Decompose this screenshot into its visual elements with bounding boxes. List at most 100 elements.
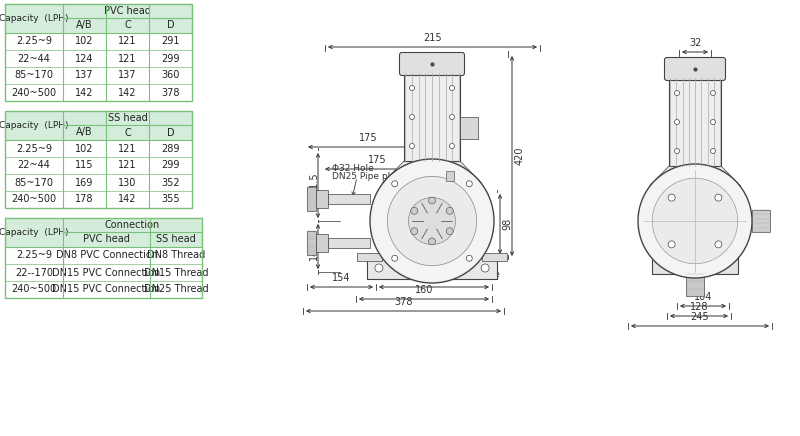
Bar — [5, 4, 192, 101]
Bar — [63, 218, 202, 232]
Bar — [316, 234, 328, 252]
Text: PVC head: PVC head — [83, 235, 130, 245]
Text: 142: 142 — [118, 194, 137, 204]
Text: SS head: SS head — [156, 235, 196, 245]
Text: 85~170: 85~170 — [14, 177, 54, 187]
Bar — [63, 232, 150, 247]
Bar — [5, 4, 192, 101]
Text: C: C — [124, 20, 131, 31]
Text: DN25 Pipe plug: DN25 Pipe plug — [332, 172, 402, 181]
Circle shape — [674, 149, 679, 153]
Text: PVC head: PVC head — [104, 6, 151, 16]
Bar — [357, 253, 382, 261]
Text: DN15 PVC Connection: DN15 PVC Connection — [52, 285, 161, 294]
Bar — [5, 111, 63, 140]
Text: Capacity  (LPH): Capacity (LPH) — [0, 121, 69, 130]
Text: 130: 130 — [118, 177, 137, 187]
Bar — [5, 218, 202, 298]
Text: SS head: SS head — [108, 113, 147, 123]
Bar — [446, 171, 454, 181]
Text: Φ32 Hole: Φ32 Hole — [332, 164, 374, 173]
Text: 128: 128 — [690, 302, 708, 312]
Text: 121: 121 — [118, 37, 137, 47]
Circle shape — [674, 91, 679, 95]
Text: 136: 136 — [425, 273, 443, 283]
Text: 102: 102 — [75, 143, 94, 153]
Circle shape — [392, 255, 398, 261]
Text: 352: 352 — [161, 177, 180, 187]
Bar — [404, 73, 460, 161]
Circle shape — [450, 115, 454, 119]
Text: 215: 215 — [423, 33, 442, 43]
Circle shape — [446, 228, 454, 235]
Bar — [328, 194, 370, 204]
Circle shape — [409, 198, 455, 245]
Text: 160: 160 — [415, 285, 433, 295]
Circle shape — [710, 91, 715, 95]
Bar — [752, 210, 770, 232]
Circle shape — [410, 228, 418, 235]
FancyBboxPatch shape — [665, 58, 726, 81]
Text: DN15 Thread: DN15 Thread — [144, 268, 208, 277]
Text: 142: 142 — [75, 88, 94, 98]
Bar — [5, 111, 192, 208]
Circle shape — [638, 164, 752, 278]
Bar — [106, 18, 149, 33]
Text: C: C — [124, 127, 131, 137]
Text: 22--170: 22--170 — [15, 268, 53, 277]
Text: 378: 378 — [394, 297, 413, 307]
Text: A/B: A/B — [76, 127, 93, 137]
Circle shape — [481, 264, 489, 272]
Circle shape — [410, 85, 414, 91]
Text: A/B: A/B — [76, 20, 93, 31]
Circle shape — [466, 181, 472, 187]
Bar — [150, 232, 202, 247]
Text: 142: 142 — [118, 88, 137, 98]
Text: 291: 291 — [162, 37, 180, 47]
Text: 240~500: 240~500 — [11, 285, 57, 294]
Bar — [63, 125, 106, 140]
Text: 378: 378 — [162, 88, 180, 98]
Text: 355: 355 — [161, 194, 180, 204]
Text: DN8 PVC Connection: DN8 PVC Connection — [55, 251, 158, 260]
Text: 178: 178 — [75, 194, 94, 204]
Text: 2.25~9: 2.25~9 — [16, 251, 52, 260]
Text: 115: 115 — [75, 160, 94, 170]
Bar — [106, 125, 149, 140]
Text: 85~170: 85~170 — [14, 71, 54, 81]
Circle shape — [410, 115, 414, 119]
Circle shape — [652, 178, 738, 264]
Text: DN8 Thread: DN8 Thread — [147, 251, 205, 260]
Text: 169: 169 — [75, 177, 94, 187]
Text: 22~44: 22~44 — [18, 54, 50, 64]
Text: 154: 154 — [332, 273, 350, 283]
Text: 137: 137 — [118, 71, 137, 81]
Circle shape — [450, 85, 454, 91]
Circle shape — [668, 241, 675, 248]
Circle shape — [715, 241, 722, 248]
Bar — [367, 257, 497, 279]
Bar — [316, 190, 328, 208]
Text: 245: 245 — [690, 312, 710, 322]
Bar — [5, 111, 192, 208]
Text: 32: 32 — [689, 38, 701, 48]
Text: D: D — [166, 20, 174, 31]
Circle shape — [429, 197, 435, 204]
Text: 2.25~9: 2.25~9 — [16, 37, 52, 47]
Text: 121: 121 — [118, 54, 137, 64]
Circle shape — [446, 207, 454, 214]
Text: DN15 PVC Connection: DN15 PVC Connection — [52, 268, 161, 277]
Text: 137: 137 — [75, 71, 94, 81]
Text: Connection: Connection — [105, 220, 160, 230]
Bar — [482, 253, 507, 261]
Text: 2.25~9: 2.25~9 — [16, 143, 52, 153]
Bar — [652, 256, 738, 274]
Text: 299: 299 — [162, 160, 180, 170]
Circle shape — [370, 159, 494, 283]
Text: 175: 175 — [368, 155, 386, 165]
Circle shape — [429, 238, 435, 245]
Text: D: D — [166, 127, 174, 137]
Text: 141.5: 141.5 — [309, 172, 319, 199]
Text: 175: 175 — [359, 133, 378, 143]
Circle shape — [466, 255, 472, 261]
